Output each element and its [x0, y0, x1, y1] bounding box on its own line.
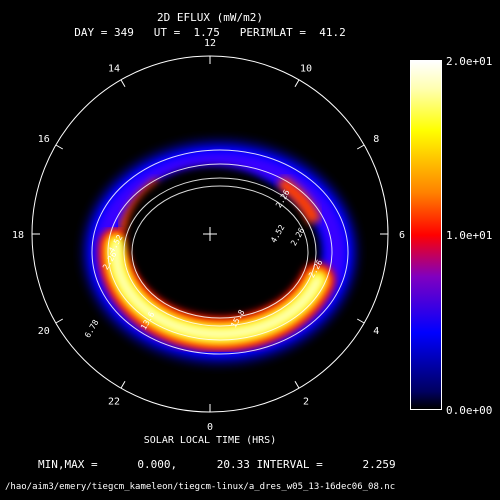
contour-3 [131, 185, 309, 319]
chart-subtitle: DAY = 349 UT = 1.75 PERIMLAT = 41.2 [74, 26, 346, 39]
colorbar [410, 60, 442, 410]
tick-16 [55, 144, 64, 150]
hour-label-18: 18 [12, 230, 24, 241]
hour-label-2: 2 [303, 396, 309, 407]
contour-label: 6.78 [83, 318, 101, 339]
hour-label-16: 16 [38, 134, 50, 145]
hour-label-4: 4 [373, 326, 379, 337]
colorbar-mid-label: 1.0e+01 [446, 229, 493, 242]
tick-20 [55, 318, 64, 324]
x-axis-label: SOLAR LOCAL TIME (HRS) [143, 435, 277, 446]
file-path: /hao/aim3/emery/tiegcm_kameleon/tiegcm-l… [5, 482, 396, 492]
hour-label-22: 22 [108, 396, 120, 407]
dial-ticks [32, 56, 388, 412]
hour-label-14: 14 [108, 64, 120, 75]
tick-22 [120, 380, 126, 389]
tick-10 [294, 79, 300, 88]
hour-label-12: 12 [204, 38, 216, 49]
tick-8 [356, 144, 365, 150]
tick-4 [356, 318, 365, 324]
tick-2 [294, 380, 300, 389]
hour-label-10: 10 [300, 64, 312, 75]
colorbar-min-label: 0.0e+00 [446, 404, 493, 417]
oval-flank-right [276, 176, 322, 225]
contour-0 [91, 149, 349, 355]
pole-marker [203, 227, 217, 241]
hour-label-6: 6 [399, 230, 405, 241]
colorbar-max-label: 2.0e+01 [446, 55, 493, 68]
hour-label-0: 0 [207, 422, 213, 433]
hour-label-20: 20 [38, 326, 50, 337]
contour-lines [91, 149, 349, 355]
chart-title: 2D EFLUX (mW/m2) [157, 11, 263, 24]
contour-2 [123, 177, 317, 327]
minmax-interval: MIN,MAX = 0.000, 20.33 INTERVAL = 2.259 [38, 458, 396, 471]
contour-1 [107, 163, 333, 341]
hour-labels: 0 2 4 6 8 10 12 14 16 18 20 22 [12, 38, 405, 433]
tick-14 [120, 79, 126, 88]
hour-label-8: 8 [373, 134, 379, 145]
oval-crescent-3 [111, 239, 323, 339]
auroral-oval [80, 137, 360, 367]
